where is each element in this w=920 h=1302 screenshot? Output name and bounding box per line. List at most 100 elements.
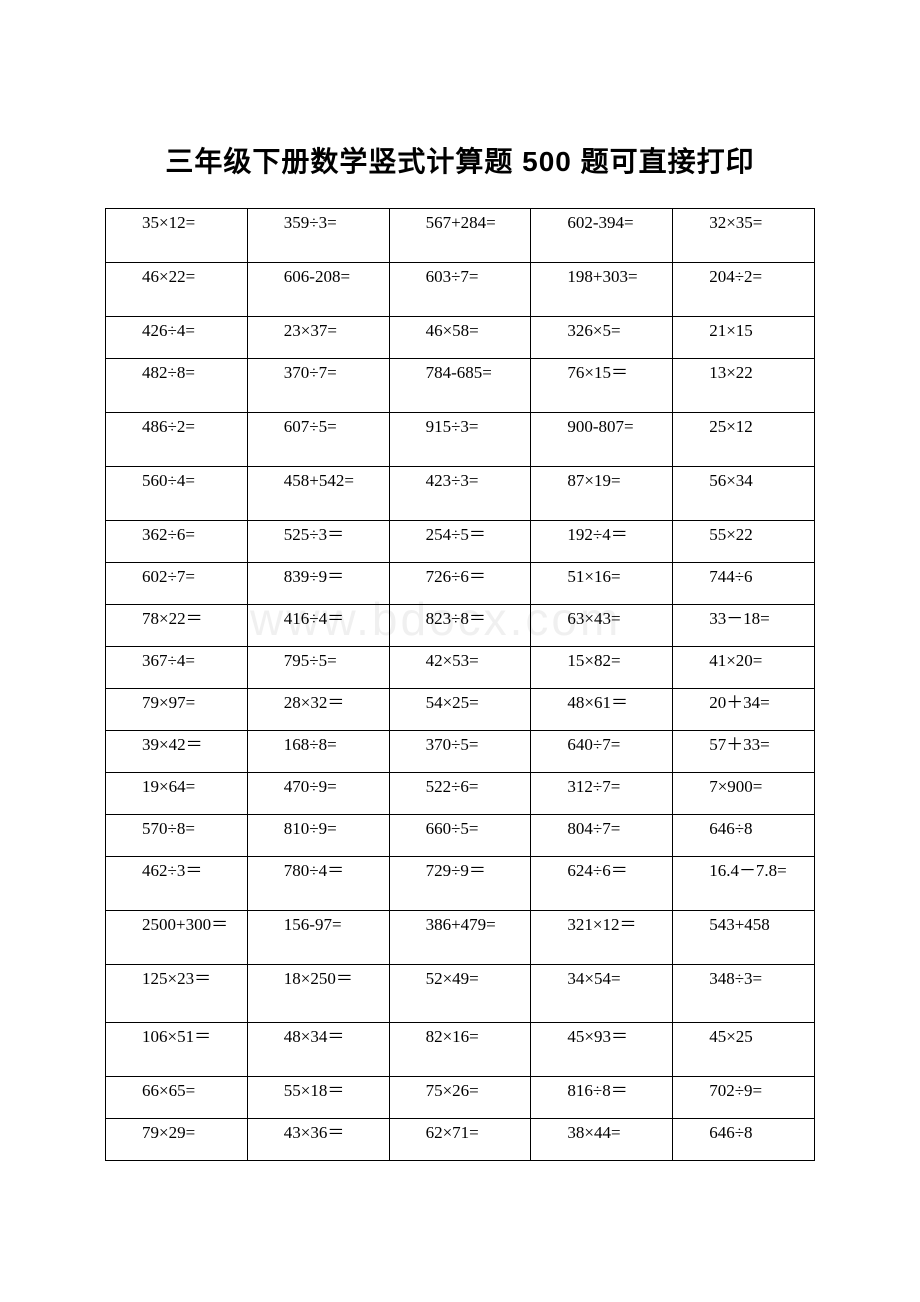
- table-cell: 23×37=: [247, 317, 389, 359]
- table-cell: 602-394=: [531, 209, 673, 263]
- table-cell: 816÷8＝: [531, 1077, 673, 1119]
- table-cell: 51×16=: [531, 563, 673, 605]
- table-cell: 312÷7=: [531, 773, 673, 815]
- table-cell: 55×18＝: [247, 1077, 389, 1119]
- table-cell: 192÷4＝: [531, 521, 673, 563]
- table-row: 362÷6=525÷3＝254÷5＝192÷4＝55×22: [106, 521, 815, 563]
- table-cell: 41×20=: [673, 647, 815, 689]
- table-cell: 326×5=: [531, 317, 673, 359]
- table-cell: 52×49=: [389, 965, 531, 1023]
- table-cell: 470÷9=: [247, 773, 389, 815]
- table-cell: 624÷6＝: [531, 857, 673, 911]
- table-cell: 416÷4＝: [247, 605, 389, 647]
- table-cell: 823÷8＝: [389, 605, 531, 647]
- table-row: 2500+300＝156-97=386+479=321×12＝543+458: [106, 911, 815, 965]
- table-body: 35×12=359÷3=567+284=602-394=32×35=46×22=…: [106, 209, 815, 1161]
- table-cell: 254÷5＝: [389, 521, 531, 563]
- table-cell: 602÷7=: [106, 563, 248, 605]
- table-cell: 106×51＝: [106, 1023, 248, 1077]
- table-row: 79×97=28×32＝54×25=48×61＝20＋34=: [106, 689, 815, 731]
- table-cell: 21×15: [673, 317, 815, 359]
- table-cell: 810÷9=: [247, 815, 389, 857]
- table-row: 35×12=359÷3=567+284=602-394=32×35=: [106, 209, 815, 263]
- table-row: 46×22=606-208=603÷7=198+303=204÷2=: [106, 263, 815, 317]
- table-cell: 726÷6＝: [389, 563, 531, 605]
- table-cell: 370÷7=: [247, 359, 389, 413]
- table-cell: 79×29=: [106, 1119, 248, 1161]
- table-row: 125×23＝18×250＝52×49=34×54=348÷3=: [106, 965, 815, 1023]
- table-cell: 603÷7=: [389, 263, 531, 317]
- page-title: 三年级下册数学竖式计算题 500 题可直接打印: [105, 140, 815, 180]
- table-cell: 82×16=: [389, 1023, 531, 1077]
- table-cell: 525÷3＝: [247, 521, 389, 563]
- table-cell: 156-97=: [247, 911, 389, 965]
- document-page: 三年级下册数学竖式计算题 500 题可直接打印 35×12=359÷3=567+…: [0, 0, 920, 1281]
- table-row: 106×51＝48×34＝82×16=45×93＝45×25: [106, 1023, 815, 1077]
- table-row: 482÷8=370÷7=784-685=76×15＝13×22: [106, 359, 815, 413]
- table-cell: 560÷4=: [106, 467, 248, 521]
- table-cell: 28×32＝: [247, 689, 389, 731]
- table-cell: 900-807=: [531, 413, 673, 467]
- table-row: 426÷4=23×37=46×58=326×5=21×15: [106, 317, 815, 359]
- table-cell: 362÷6=: [106, 521, 248, 563]
- table-cell: 426÷4=: [106, 317, 248, 359]
- table-cell: 204÷2=: [673, 263, 815, 317]
- table-cell: 32×35=: [673, 209, 815, 263]
- table-cell: 702÷9=: [673, 1077, 815, 1119]
- table-cell: 370÷5=: [389, 731, 531, 773]
- table-cell: 78×22＝: [106, 605, 248, 647]
- table-cell: 462÷3＝: [106, 857, 248, 911]
- table-cell: 804÷7=: [531, 815, 673, 857]
- table-cell: 18×250＝: [247, 965, 389, 1023]
- table-cell: 48×34＝: [247, 1023, 389, 1077]
- table-cell: 660÷5=: [389, 815, 531, 857]
- table-row: 19×64=470÷9=522÷6=312÷7=7×900=: [106, 773, 815, 815]
- table-cell: 125×23＝: [106, 965, 248, 1023]
- table-cell: 54×25=: [389, 689, 531, 731]
- table-cell: 482÷8=: [106, 359, 248, 413]
- table-cell: 795÷5=: [247, 647, 389, 689]
- table-cell: 57＋33=: [673, 731, 815, 773]
- table-cell: 34×54=: [531, 965, 673, 1023]
- table-cell: 839÷9＝: [247, 563, 389, 605]
- table-row: 462÷3＝780÷4＝729÷9＝624÷6＝16.4－7.8=: [106, 857, 815, 911]
- table-cell: 46×58=: [389, 317, 531, 359]
- table-cell: 567+284=: [389, 209, 531, 263]
- table-cell: 915÷3=: [389, 413, 531, 467]
- table-cell: 55×22: [673, 521, 815, 563]
- table-row: 78×22＝416÷4＝823÷8＝63×43=33－18=: [106, 605, 815, 647]
- table-cell: 7×900=: [673, 773, 815, 815]
- table-cell: 46×22=: [106, 263, 248, 317]
- table-cell: 570÷8=: [106, 815, 248, 857]
- table-cell: 45×93＝: [531, 1023, 673, 1077]
- table-cell: 646÷8: [673, 815, 815, 857]
- table-cell: 62×71=: [389, 1119, 531, 1161]
- table-row: 560÷4=458+542=423÷3=87×19=56×34: [106, 467, 815, 521]
- table-cell: 87×19=: [531, 467, 673, 521]
- table-cell: 42×53=: [389, 647, 531, 689]
- table-cell: 16.4－7.8=: [673, 857, 815, 911]
- table-cell: 48×61＝: [531, 689, 673, 731]
- table-cell: 348÷3=: [673, 965, 815, 1023]
- table-cell: 25×12: [673, 413, 815, 467]
- table-cell: 423÷3=: [389, 467, 531, 521]
- table-cell: 19×64=: [106, 773, 248, 815]
- table-cell: 39×42＝: [106, 731, 248, 773]
- table-cell: 13×22: [673, 359, 815, 413]
- table-cell: 458+542=: [247, 467, 389, 521]
- table-row: 367÷4=795÷5=42×53=15×82=41×20=: [106, 647, 815, 689]
- table-cell: 784-685=: [389, 359, 531, 413]
- table-cell: 63×43=: [531, 605, 673, 647]
- table-row: 602÷7=839÷9＝726÷6＝51×16=744÷6: [106, 563, 815, 605]
- table-cell: 729÷9＝: [389, 857, 531, 911]
- table-cell: 359÷3=: [247, 209, 389, 263]
- table-cell: 607÷5=: [247, 413, 389, 467]
- table-cell: 386+479=: [389, 911, 531, 965]
- table-cell: 780÷4＝: [247, 857, 389, 911]
- table-cell: 2500+300＝: [106, 911, 248, 965]
- page-wrap: 三年级下册数学竖式计算题 500 题可直接打印 35×12=359÷3=567+…: [0, 0, 920, 1281]
- table-cell: 198+303=: [531, 263, 673, 317]
- table-cell: 606-208=: [247, 263, 389, 317]
- table-row: 570÷8=810÷9=660÷5=804÷7=646÷8: [106, 815, 815, 857]
- table-cell: 367÷4=: [106, 647, 248, 689]
